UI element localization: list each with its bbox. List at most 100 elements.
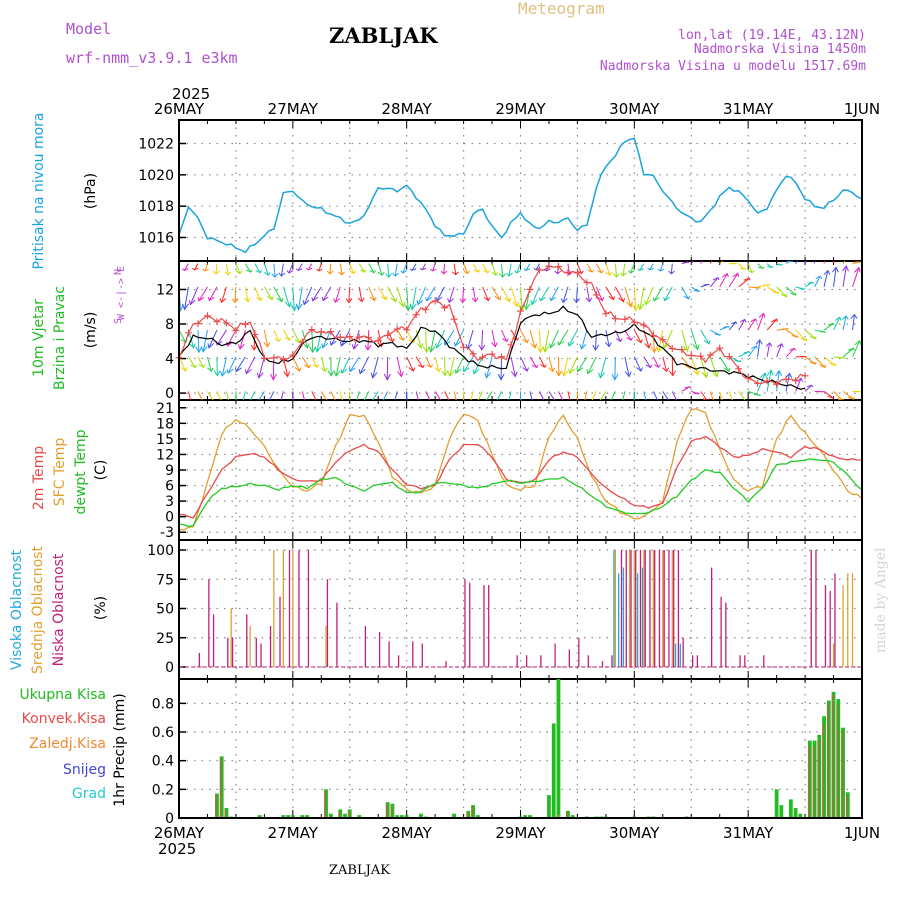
wind-arrowhead: [867, 381, 873, 383]
wind-arrow: [436, 286, 446, 301]
wind-arrowhead: [612, 273, 620, 278]
wind-arrowhead: [493, 403, 499, 407]
wind-arrow: [595, 263, 603, 274]
wind-arrow: [833, 261, 835, 264]
wind-gust-marker: [678, 346, 686, 354]
wind-arrow: [823, 322, 834, 331]
wind-arrow: [368, 263, 375, 274]
wind-arrowhead: [434, 367, 442, 373]
wind-arrow: [520, 356, 528, 372]
wind-arrow: [671, 391, 678, 400]
wind-north-mark: N: [113, 269, 124, 275]
precip-total-bar: [281, 815, 286, 818]
wind-arrowhead: [226, 368, 234, 375]
wind-arrowhead: [668, 270, 675, 275]
wind-arrow: [852, 267, 860, 288]
wind-arrowhead: [398, 301, 406, 308]
wind-arrowhead: [809, 336, 817, 340]
wind-arrowhead: [765, 342, 773, 347]
wind-direction-legend: W <-|-> E: [116, 266, 127, 320]
wind-arrowhead: [276, 297, 284, 303]
wind-arrowhead: [383, 373, 391, 381]
wind-arrowhead: [645, 407, 651, 412]
wind-arrowhead: [693, 392, 700, 395]
wind-arrowhead: [867, 274, 873, 277]
cloud-ylabel: (%): [93, 596, 109, 620]
precip-total-bar: [452, 813, 456, 818]
wind-arrow: [312, 286, 322, 302]
wind-arrowhead: [567, 341, 575, 347]
wind-arrow: [301, 329, 308, 348]
wind-gust-marker: [222, 319, 230, 327]
wind-arrowhead: [837, 398, 845, 400]
wind-arrow: [785, 347, 795, 358]
wind-arrow: [501, 263, 504, 278]
wind-arrow: [421, 263, 427, 271]
precip-total-bar: [551, 723, 556, 818]
wind-arrowhead: [265, 403, 271, 407]
wind-arrow: [719, 273, 728, 288]
wind-gust-marker: [554, 263, 562, 271]
precip-conv-bar: [219, 757, 222, 818]
wind-arrow: [434, 391, 442, 400]
wind-arrowhead: [714, 333, 721, 336]
wind-arrow: [242, 391, 246, 400]
wind-arrow: [273, 329, 280, 342]
wind-arrow: [795, 378, 802, 392]
wind-arrowhead: [397, 371, 404, 378]
precip-legend-strat: Zaledj.Kisa: [29, 736, 106, 752]
precip-total-bar: [774, 789, 779, 818]
pressure-ylabel: (hPa): [83, 173, 99, 209]
precip-conv-bar: [347, 810, 350, 818]
wind-arrow: [814, 275, 821, 288]
wind-arrowhead: [422, 346, 430, 354]
wind-arrow: [622, 391, 626, 400]
wind-arrow: [444, 391, 450, 400]
wind-arrow: [301, 356, 310, 368]
wind-arrowhead: [256, 372, 264, 379]
wind-arrowhead: [632, 304, 639, 312]
wind-arrow: [491, 263, 497, 276]
wind-arrowhead: [182, 303, 189, 311]
wind-arrow: [728, 273, 739, 288]
wind-arrow: [643, 356, 652, 368]
wind-arrow: [269, 391, 275, 400]
wind-arrow: [548, 391, 555, 400]
pressure-ytick-label: 1016: [138, 231, 174, 247]
wind-arrow: [709, 261, 713, 264]
wind-gust-marker: [441, 304, 449, 312]
wind-arrow: [861, 286, 862, 287]
wind-arrow: [235, 356, 246, 372]
wind-arrow: [508, 263, 512, 277]
precip-total-bar: [475, 815, 480, 818]
wind-ytick-label: 0: [165, 386, 174, 402]
wind-arrowhead: [255, 401, 261, 404]
wind-arrowhead: [429, 403, 435, 407]
plot-frame: [178, 119, 863, 819]
wind-arrowhead: [247, 402, 253, 405]
wind-arrow: [215, 263, 218, 274]
wind-arrowhead: [796, 256, 802, 258]
precip-conv-bar: [841, 730, 844, 818]
precip-conv-bar: [471, 806, 474, 818]
wind-arrow: [221, 356, 227, 377]
precip-conv-bar: [807, 746, 810, 818]
precip-ylabel: 1hr Precip (mm): [112, 693, 128, 806]
wind-arrow: [663, 329, 673, 349]
wind-arrowhead: [863, 266, 869, 267]
wind-gust-marker: [630, 318, 638, 326]
wind-arrow: [738, 277, 750, 288]
wind-arrow: [548, 356, 554, 372]
wind-gust-marker: [241, 320, 249, 328]
wind-arrowhead: [750, 318, 758, 323]
cloud-ytick-label: 0: [165, 660, 174, 676]
wind-arrowhead: [302, 299, 310, 306]
wind-arrow: [624, 329, 632, 341]
wind-arrowhead: [780, 293, 788, 298]
wind-arrowhead: [207, 343, 215, 349]
wind-arrowhead: [853, 266, 861, 273]
wind-arrowhead: [244, 368, 252, 375]
wind-arrowhead: [685, 365, 692, 370]
wind-arrow: [852, 340, 861, 358]
